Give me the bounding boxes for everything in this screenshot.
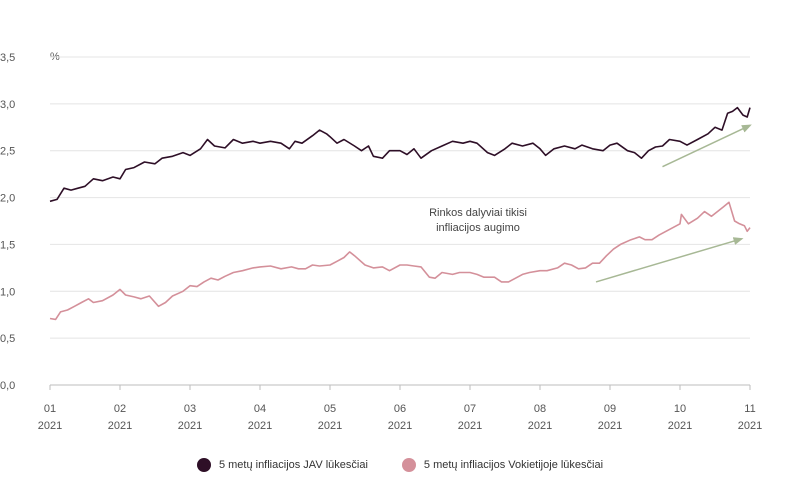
x-tick-year: 2021 <box>598 420 622 432</box>
x-tick-month: 08 <box>534 403 546 415</box>
y-tick-label: 1,5 <box>0 239 15 251</box>
x-tick-year: 2021 <box>668 420 692 432</box>
x-tick-month: 05 <box>324 403 336 415</box>
x-axis-ticks: 01 2021 02 2021 03 2021 04 2021 05 2021 06 2021 07 20… <box>38 385 762 432</box>
x-tick-month: 02 <box>114 403 126 415</box>
x-tick-month: 06 <box>394 403 406 415</box>
y-tick-label: 2,5 <box>0 146 15 158</box>
x-tick-year: 2021 <box>528 420 552 432</box>
legend-item-de: 5 metų infliacijos Vokietijoje lūkesčiai <box>401 458 604 472</box>
series-lines <box>49 106 751 321</box>
legend-label-us: 5 metų infliacijos JAV lūkesčiai <box>218 459 368 471</box>
grid-lines <box>50 56 750 386</box>
y-tick-label: 3,5 <box>0 52 15 64</box>
x-tick-month: 04 <box>254 403 266 415</box>
y-axis-ticks: 0,0 0,5 1,0 1,5 2,0 2,5 3,0 3,5 <box>0 52 15 392</box>
legend-item-us: 5 metų infliacijos JAV lūkesčiai <box>196 458 368 472</box>
annotation-line-2: infliacijos augimo <box>436 222 520 234</box>
y-tick-label: 0,5 <box>0 333 15 345</box>
x-tick-year: 2021 <box>318 420 342 432</box>
x-tick-month: 10 <box>674 403 686 415</box>
legend: 5 metų infliacijos JAV lūkesčiai 5 metų … <box>0 458 800 472</box>
series-line-de <box>49 201 751 321</box>
x-tick-month: 07 <box>464 403 476 415</box>
y-tick-label: 1,0 <box>0 286 15 298</box>
x-tick-month: 03 <box>184 403 196 415</box>
annotation: Rinkos dalyviai tikisi infliacijos augim… <box>429 124 752 283</box>
x-tick-year: 2021 <box>248 420 272 432</box>
x-tick-month: 01 <box>44 403 56 415</box>
y-tick-label: 2,0 <box>0 193 15 205</box>
legend-dot-de <box>401 458 416 472</box>
x-tick-month: 09 <box>604 403 616 415</box>
series-line-us <box>49 106 751 203</box>
x-tick-year: 2021 <box>458 420 482 432</box>
x-tick-year: 2021 <box>178 420 202 432</box>
x-tick-year: 2021 <box>108 420 132 432</box>
x-tick-year: 2021 <box>38 420 62 432</box>
y-tick-label: 3,0 <box>0 99 15 111</box>
trend-arrow-2 <box>595 237 744 283</box>
annotation-line-1: Rinkos dalyviai tikisi <box>429 207 527 219</box>
x-tick-month: 11 <box>744 403 755 415</box>
x-tick-year: 2021 <box>738 420 762 432</box>
legend-dot-us <box>196 458 211 472</box>
x-tick-year: 2021 <box>388 420 412 432</box>
trend-arrow-1 <box>662 124 752 168</box>
y-tick-label: 0,0 <box>0 380 15 392</box>
legend-label-de: 5 metų infliacijos Vokietijoje lūkesčiai <box>423 459 604 471</box>
